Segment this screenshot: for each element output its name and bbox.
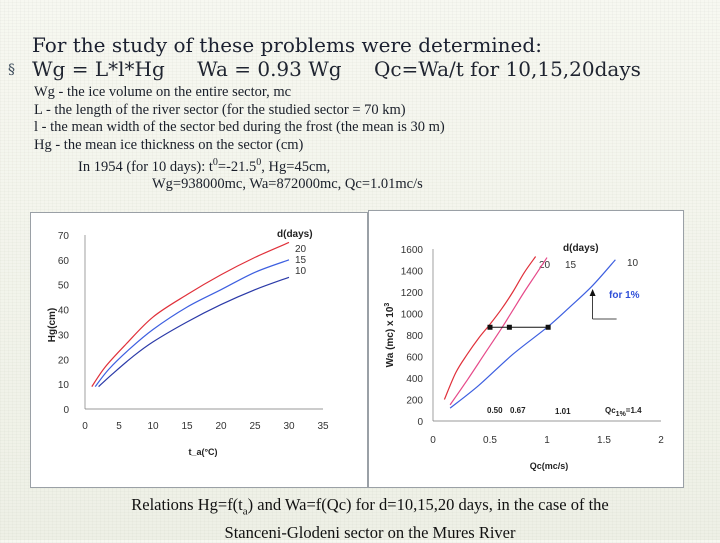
result-line: Wg=938000mc, Wa=872000mc, Qc=1.01mc/s [152,176,423,193]
y-tick-label: 200 [406,396,423,407]
y-tick-label: 600 [406,353,423,364]
x-tick-label: 15 [181,421,193,432]
formula-qc: Qc=Wa/t for 10,15,20days [373,57,641,81]
y-axis-label: Hg(cm) [47,308,58,342]
series-line-15 [94,259,290,387]
chart-wa-svg: 0 200 400 600 800 1000 1200 1400 1600 0 0.5 1 1.5 2 Wa… [384,243,664,471]
x-tick-label: 0 [82,421,88,432]
definition-width: l - the mean width of the sector bed dur… [34,119,445,135]
x-tick-label: 20 [215,421,227,432]
y-tick-label: 40 [58,306,70,317]
bullet-icon: § [8,62,15,78]
y-tick-label: 1200 [401,288,424,299]
series-label-15: 15 [565,260,577,271]
x-tick-label: 10 [147,421,159,432]
legend-item-10: 10 [295,266,307,277]
slide-title: For the study of these problems were det… [32,33,542,57]
x-tick-label: 5 [116,421,122,432]
y-tick-label: 1400 [401,267,424,278]
y-tick-label: 800 [406,331,423,342]
definitions: Wg - the ice volume on the entire sector… [34,84,445,194]
chart-hg: 0 10 20 30 40 50 60 70 0 5 10 15 20 25 30 35 Hg(cm) t_a(°… [30,212,368,488]
data-point-1 [506,324,512,330]
figure-caption: Relations Hg=f(ta) and Wa=f(Qc) for d=10… [40,494,700,543]
series-label-20: 20 [539,260,551,271]
annotation-050: 0.50 [487,406,503,415]
formula-wa: Wa = 0.93 Wg [197,57,342,81]
series-line-10 [98,276,290,388]
definition-wg: Wg - the ice volume on the entire sector… [34,84,292,100]
x-tick-label: 2 [658,435,664,446]
data-point-0 [487,324,493,330]
y-tick-label: 10 [58,380,70,391]
annotation-067: 0.67 [510,406,526,415]
y-tick-label: 1000 [401,310,424,321]
annotation-101: 1.01 [555,407,571,416]
legend-item-20: 20 [295,244,307,255]
y-tick-label: 50 [58,281,70,292]
y-axis-label: Wa (mc) x 103 [384,303,396,368]
x-tick-label: 35 [317,421,329,432]
x-tick-label: 1 [544,435,550,446]
y-tick-label: 0 [417,417,423,428]
series-line-20 [443,256,537,400]
definition-l: L - the length of the river sector (for … [34,101,406,118]
y-tick-label: 0 [63,405,69,416]
x-tick-label: 0 [430,435,436,446]
x-axis-label: Qc(mc/s) [530,461,569,471]
caption-line-2: Stanceni-Glodeni sector on the Mures Riv… [224,523,516,543]
legend-title: d(days) [563,243,599,254]
y-tick-label: 70 [58,231,70,242]
data-point-2 [545,324,551,330]
series-line-15 [449,257,548,406]
legend-item-15: 15 [295,255,307,266]
series-line-20 [91,241,290,387]
annotation-for-1pct: for 1% [609,290,640,301]
formula-wg: Wg = L*l*Hg [32,57,165,81]
x-tick-label: 25 [249,421,261,432]
arrow-head-icon [589,289,596,296]
series-label-10: 10 [627,258,639,269]
series-line-10 [449,259,616,409]
legend-title: d(days) [277,229,313,240]
y-tick-label: 400 [406,374,423,385]
x-tick-label: 0.5 [483,435,497,446]
formula-line: Wg = L*l*Hg Wa = 0.93 Wg Qc=Wa/t for 10,… [32,57,667,81]
year-1954-line: In 1954 (for 10 days): t0=-21.50, Hg=45c… [78,157,331,175]
y-tick-label: 30 [58,330,70,341]
chart-wa: 0 200 400 600 800 1000 1200 1400 1600 0 0.5 1 1.5 2 Wa… [368,210,684,488]
x-tick-label: 30 [283,421,295,432]
y-tick-label: 60 [58,256,70,267]
annotation-qc1: Qc1%=1.4 [605,406,642,418]
x-axis-label: t_a(°C) [188,447,217,457]
y-tick-label: 20 [58,355,70,366]
caption-line-1: Relations Hg=f(ta) and Wa=f(Qc) for d=10… [131,495,609,518]
definition-hg: Hg - the mean ice thickness on the secto… [34,136,304,153]
y-tick-label: 1600 [401,245,424,256]
x-tick-label: 1.5 [597,435,611,446]
